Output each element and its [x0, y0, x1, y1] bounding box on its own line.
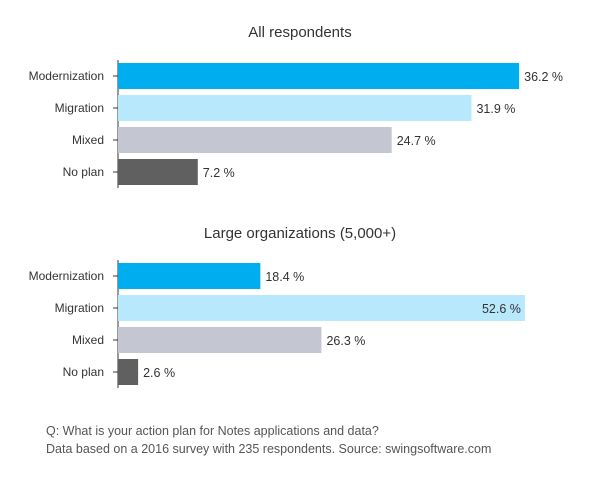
category-label-migration: Migration	[55, 101, 104, 115]
chart-panel-all-respondents: All respondents Modernization 36.2 % Migrat…	[29, 24, 563, 188]
bar-migration	[118, 95, 472, 121]
value-label-migration: 31.9 %	[476, 102, 515, 116]
panel-title: Large organizations (5,000+)	[204, 225, 396, 242]
value-label-modernization: 36.2 %	[524, 70, 563, 84]
category-label-migration: Migration	[55, 301, 104, 315]
survey-question-note: Q: What is your action plan for Notes ap…	[46, 424, 379, 438]
category-label-no-plan: No plan	[63, 365, 104, 379]
value-label-modernization: 18.4 %	[265, 270, 304, 284]
bar-migration	[118, 295, 525, 321]
bar-no-plan	[118, 159, 198, 185]
panel-title: All respondents	[248, 24, 351, 41]
value-label-migration: 52.6 %	[482, 302, 521, 316]
chart-panel-large-organizations: Large organizations (5,000+) Modernizatio…	[29, 225, 525, 388]
value-label-no-plan: 7.2 %	[203, 166, 235, 180]
category-label-mixed: Mixed	[72, 333, 104, 347]
category-label-modernization: Modernization	[29, 269, 104, 283]
bar-modernization	[118, 63, 520, 89]
survey-source-note: Data based on a 2016 survey with 235 res…	[46, 442, 492, 456]
bar-mixed	[118, 327, 322, 353]
bar-no-plan	[118, 359, 139, 385]
value-label-mixed: 24.7 %	[397, 134, 436, 148]
value-label-mixed: 26.3 %	[326, 334, 365, 348]
category-label-no-plan: No plan	[63, 165, 104, 179]
value-label-no-plan: 2.6 %	[143, 366, 175, 380]
category-label-modernization: Modernization	[29, 69, 104, 83]
bar-modernization	[118, 263, 261, 289]
bar-mixed	[118, 127, 392, 153]
category-label-mixed: Mixed	[72, 133, 104, 147]
